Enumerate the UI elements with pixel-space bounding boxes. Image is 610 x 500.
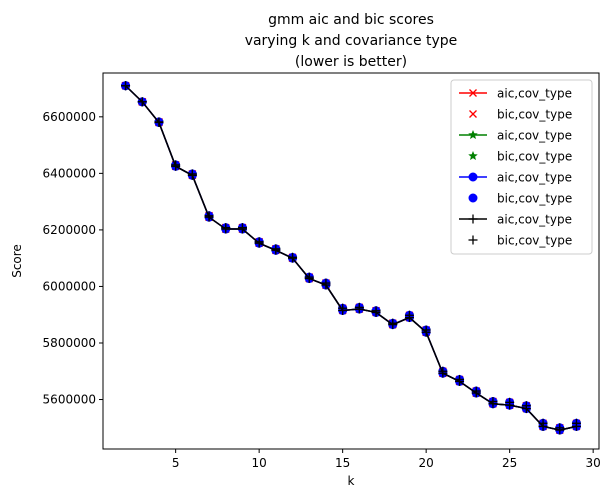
x-tick-label: 15	[335, 456, 350, 470]
legend-label: bic,cov_type	[497, 150, 572, 164]
data-point	[171, 160, 181, 170]
data-point	[555, 423, 565, 433]
x-tick-label: 20	[419, 456, 434, 470]
legend-marker	[469, 110, 477, 118]
legend-label: aic,cov_type	[497, 213, 572, 227]
legend-entry: aic,cov_type	[459, 213, 572, 227]
legend-label: bic,cov_type	[497, 234, 572, 248]
data-point	[371, 306, 381, 316]
data-point	[271, 244, 281, 254]
x-tick-label: 5	[172, 456, 180, 470]
legend-box	[450, 79, 593, 255]
y-tick-label: 6000000	[43, 279, 96, 293]
data-point	[538, 418, 548, 428]
data-point	[505, 397, 515, 407]
legend-label: aic,cov_type	[497, 87, 572, 101]
data-point	[221, 223, 231, 233]
data-point	[404, 310, 414, 320]
legend-marker	[468, 129, 478, 140]
chart-title: gmm aic and bic scores varying k and cov…	[245, 12, 458, 70]
data-point	[154, 117, 164, 127]
chart-title-line-3: (lower is better)	[295, 54, 407, 70]
legend-entry: aic,cov_type	[459, 171, 572, 185]
data-point	[137, 97, 147, 107]
legend-label: bic,cov_type	[497, 192, 572, 206]
legend-entry: bic,cov_type	[468, 150, 572, 164]
legend-entry: bic,cov_type	[468, 234, 572, 248]
legend-entry: bic,cov_type	[469, 108, 572, 122]
y-tick-label: 6600000	[43, 110, 96, 124]
data-point	[471, 386, 481, 396]
x-tick-label: 10	[252, 456, 267, 470]
data-point	[187, 169, 197, 179]
data-point	[204, 211, 214, 221]
legend-marker	[468, 214, 478, 224]
data-point	[254, 237, 264, 247]
legend-label: aic,cov_type	[497, 129, 572, 143]
x-tick-label: 30	[586, 456, 601, 470]
legend-label: bic,cov_type	[497, 108, 572, 122]
y-axis: 5600000 5800000 6000000 6200000 6400000 66000…	[43, 110, 103, 407]
legend-entry: aic,cov_type	[459, 129, 572, 143]
data-point	[455, 374, 465, 384]
data-point	[354, 302, 364, 312]
data-point	[421, 325, 431, 335]
legend-label: aic,cov_type	[497, 171, 572, 185]
data-point	[438, 366, 448, 376]
y-tick-label: 5600000	[43, 393, 96, 407]
y-axis-label: Score	[10, 244, 24, 278]
series-line	[125, 85, 577, 431]
y-tick-label: 6200000	[43, 223, 96, 237]
legend: aic,cov_type bic,cov_type aic,cov_type bic,…	[450, 79, 593, 255]
legend-marker	[468, 193, 478, 203]
x-axis-label: k	[348, 474, 355, 488]
x-tick-label: 25	[502, 456, 517, 470]
data-point	[237, 223, 247, 233]
data-point	[338, 303, 348, 313]
legend-marker	[468, 150, 478, 161]
legend-entry: aic,cov_type	[459, 87, 572, 101]
data-point	[571, 418, 581, 428]
data-point	[304, 272, 314, 282]
chart-title-line-1: gmm aic and bic scores	[268, 12, 434, 28]
data-point	[388, 318, 398, 328]
legend-marker	[468, 172, 478, 182]
legend-marker	[468, 235, 478, 245]
chart-title-line-2: varying k and covariance type	[245, 33, 458, 49]
data-point	[521, 401, 531, 411]
data-point	[288, 252, 298, 262]
plot-area	[120, 80, 582, 435]
y-tick-label: 6400000	[43, 166, 96, 180]
legend-marker	[469, 89, 477, 97]
data-point	[488, 397, 498, 407]
plot-frame	[102, 72, 600, 450]
data-point	[121, 81, 131, 91]
series-8-plus	[121, 81, 581, 433]
x-axis: 5 10 15 20 25 30	[172, 449, 601, 470]
y-tick-label: 5800000	[43, 336, 96, 350]
legend-entry: bic,cov_type	[468, 192, 572, 206]
data-point	[321, 278, 331, 288]
